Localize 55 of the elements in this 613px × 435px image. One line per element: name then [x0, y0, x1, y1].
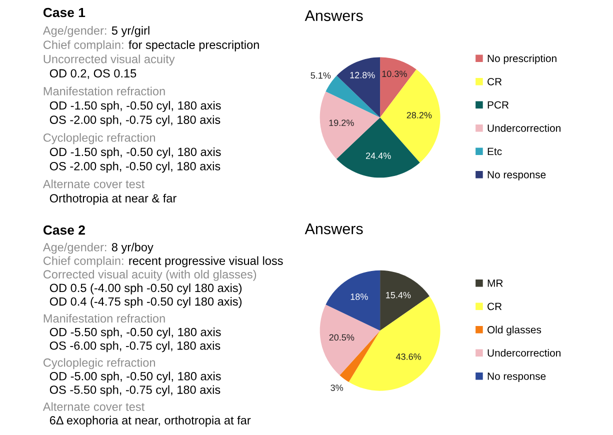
pie-slice [320, 304, 380, 376]
legend-label: Old glasses [488, 326, 542, 336]
text: OD -1.50 sph, -0.50 cyl, 180 axis [50, 147, 221, 158]
text: Alternate cover test [42, 402, 145, 411]
data-label: 43.6% [396, 353, 422, 360]
legend-label: No prescription [488, 54, 556, 64]
data-label: 28.2% [406, 112, 432, 118]
data-label: 24.4% [366, 152, 391, 159]
text: Corrected visual acuity (with old glasses) [44, 270, 256, 281]
text: Manifestation refraction [44, 314, 165, 323]
legend-label: No response [488, 372, 546, 382]
legend-label: PCR [488, 101, 509, 109]
legend-label: Undercorrection [488, 348, 560, 357]
text: Case 1 [43, 8, 86, 18]
legend-label: No response [488, 171, 546, 180]
data-label: 19.2% [329, 120, 354, 126]
data-label: 10.3% [382, 70, 407, 78]
pie-slice [336, 57, 380, 118]
data-label: 12.8% [350, 72, 375, 78]
pie-slice [326, 270, 380, 331]
text: OS -2.00 sph, -0.75 cyl, 180 axis [50, 115, 220, 126]
text: Age/gender: 8 yr/boy [42, 242, 154, 254]
text: OD 0.4 (-4.75 sph -0.50 cyl 180 axis) [50, 297, 242, 308]
text: Case 2 [43, 225, 85, 235]
text: OS -6.00 sph, -0.75 cyl, 180 axis [50, 341, 220, 352]
legend-label: MR [488, 280, 503, 287]
text: OD -5.50 sph, -0.50 cyl, 180 axis [50, 328, 221, 339]
text: Alternate cover test [42, 180, 145, 188]
text: OD 0.2, OS 0.15 [50, 69, 136, 79]
legend-label: CR [488, 302, 502, 310]
chart-title: Answers [304, 10, 363, 22]
text: Chief complain: recent progressive visual loss [44, 256, 283, 268]
text: Orthotropia at near & far [50, 194, 176, 205]
text: OD 0.5 (-4.00 sph -0.50 cyl 180 axis) [50, 283, 242, 294]
text: Uncorrected visual acuity [44, 54, 175, 66]
data-label: 5.1% [310, 72, 331, 79]
pie-slice [380, 270, 430, 331]
text: Cycloplegic refraction [44, 133, 155, 144]
text: Manifestation refraction [44, 86, 165, 96]
text: 6Δ exophoria at near, orthotropia at far [50, 416, 251, 427]
legend-label: CR [488, 78, 502, 86]
text: Chief complain: for spectacle prescription [44, 40, 259, 52]
data-label: 15.4% [386, 292, 411, 298]
legend-label: Undercorrection [488, 124, 560, 132]
text: OD -1.50 sph, -0.50 cyl, 180 axis [50, 101, 221, 112]
data-label: 20.5% [329, 334, 354, 341]
legend-label: Etc [488, 148, 502, 156]
text: OS -2.00 sph, -0.50 cyl, 180 axis [50, 162, 220, 173]
text: Cycloplegic refraction [44, 358, 155, 370]
chart-title: Answers [304, 224, 363, 234]
text: OS -5.50 sph, -0.75 cyl, 180 axis [50, 385, 220, 396]
data-label: 18% [350, 294, 368, 300]
text: Age/gender: 5 yr/girl [42, 26, 150, 38]
data-label: 3% [330, 384, 344, 391]
text: OD -5.00 sph, -0.50 cyl, 180 axis [50, 372, 221, 383]
